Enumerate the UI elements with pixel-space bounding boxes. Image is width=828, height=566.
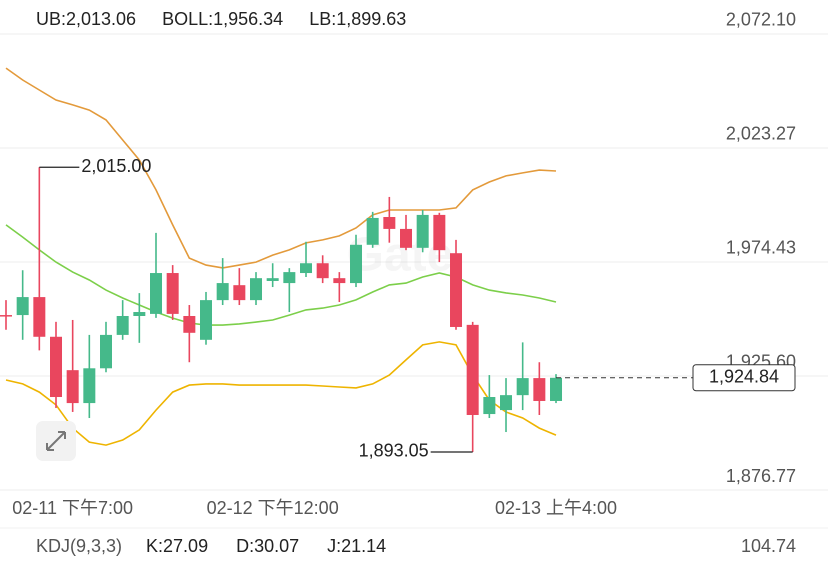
candle-body (400, 228, 413, 248)
candle-body (300, 263, 313, 274)
band-line (5, 67, 557, 269)
indicator-title: KDJ(9,3,3) (36, 536, 122, 556)
candle-body (33, 297, 46, 337)
indicator-scale: 104.74 (741, 536, 796, 556)
y-tick-label: 1,876.77 (726, 466, 796, 486)
candle-body (100, 334, 113, 369)
candle-body (466, 324, 479, 415)
band-line (5, 224, 557, 326)
x-tick-label: 02-11 下午7:00 (12, 498, 133, 518)
last-price-box (692, 364, 796, 392)
x-tick-label: 02-13 上午4:00 (495, 498, 617, 518)
expand-icon[interactable] (46, 431, 66, 451)
candle-body (133, 312, 146, 316)
y-tick-label: 2,072.10 (726, 10, 796, 30)
candle-body (283, 272, 296, 284)
annotation: 1,893.05 (359, 441, 429, 461)
candle-body (383, 217, 396, 229)
candle-body (516, 378, 529, 396)
candle-body (16, 297, 29, 316)
candle-body (166, 273, 179, 314)
x-tick-label: 02-12 下午12:00 (207, 498, 339, 518)
annotation: 2,015.00 (81, 156, 151, 176)
candle-body (200, 300, 213, 340)
candle-body (366, 217, 379, 245)
candle-body (150, 273, 163, 314)
y-tick-label: 2,023.27 (726, 124, 796, 144)
candle-body (83, 368, 96, 404)
candle-body (250, 278, 263, 301)
candle-body (116, 315, 129, 335)
indicator-item: K:27.09 (146, 536, 208, 556)
candle-body (416, 214, 429, 248)
candle-body (333, 278, 346, 284)
candle-body (500, 395, 513, 411)
candle-body (350, 244, 363, 284)
candle-body (433, 214, 446, 251)
candle-body (183, 315, 196, 333)
candle-body (233, 285, 246, 301)
band-line (5, 341, 557, 446)
candle-body (533, 378, 546, 401)
y-tick-label: 1,974.43 (726, 238, 796, 258)
legend-item: UB:2,013.06 (36, 9, 136, 29)
candle-body (550, 377, 563, 401)
legend-item: LB:1,899.63 (309, 9, 406, 29)
candle-body (0, 315, 12, 317)
candle-body (450, 253, 463, 327)
candle-body (216, 283, 229, 301)
legend-item: BOLL:1,956.34 (162, 9, 283, 29)
candle-body (316, 263, 329, 279)
indicator-item: J:21.14 (327, 536, 386, 556)
last-price-label: 1,924.84 (709, 367, 779, 387)
candle-body (50, 336, 63, 398)
candle-body (266, 278, 279, 281)
candle-body (483, 397, 496, 415)
expand-button[interactable] (36, 421, 76, 461)
candle-body (66, 370, 79, 404)
indicator-item: D:30.07 (236, 536, 299, 556)
